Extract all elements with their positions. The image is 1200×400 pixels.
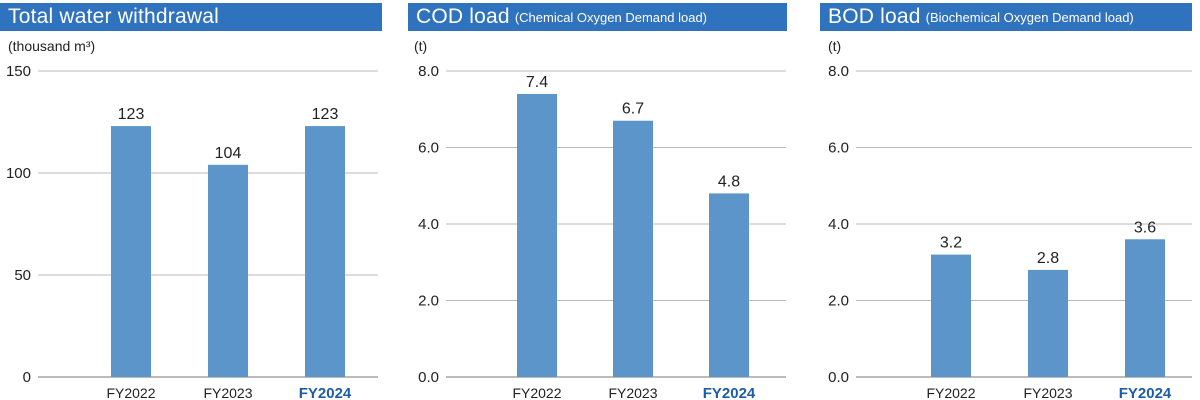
data-label: 3.2: [940, 235, 962, 252]
bar: [305, 126, 345, 377]
data-label: 3.6: [1134, 219, 1156, 236]
y-tick-label: 0.0: [418, 369, 439, 386]
y-tick-label: 6.0: [418, 140, 439, 157]
chart-water-withdrawal: Total water withdrawal (thousand m³) 0 50…: [0, 0, 382, 400]
chart-bod-load: BOD load (Biochemical Oxygen Demand load…: [820, 0, 1200, 400]
chart-title-banner: BOD load (Biochemical Oxygen Demand load…: [820, 3, 1192, 31]
y-tick-label: 2.0: [828, 293, 849, 310]
data-label: 6.7: [622, 101, 644, 118]
bar: [613, 120, 653, 377]
bar: [111, 126, 151, 377]
data-label: 104: [215, 145, 242, 162]
bar: [208, 164, 248, 377]
x-tick-label: FY2022: [512, 385, 561, 400]
x-tick-label: FY2022: [106, 385, 155, 400]
y-axis-unit: (t): [414, 38, 428, 54]
chart-title: BOD load: [828, 5, 921, 28]
bar-chart-plot: 0.0 2.0 4.0 6.0 8.0 3.2 FY2022 2.8 FY2023 3.6 FY20…: [828, 63, 1192, 400]
y-tick-label: 100: [6, 165, 31, 182]
x-tick-label: FY2024: [703, 385, 756, 400]
chart-subtitle: (Chemical Oxygen Demand load): [514, 9, 708, 25]
bar: [709, 193, 749, 377]
data-label: 2.8: [1037, 250, 1059, 267]
bar: [517, 93, 557, 377]
data-label: 7.4: [526, 74, 548, 91]
y-tick-label: 0: [23, 369, 31, 386]
y-tick-label: 4.0: [418, 216, 439, 233]
y-axis-unit: (t): [828, 38, 842, 54]
data-label: 4.8: [718, 173, 740, 190]
x-tick-label: FY2022: [926, 385, 975, 400]
chart-title: Total water withdrawal: [8, 5, 219, 28]
x-tick-label: FY2023: [1023, 385, 1072, 400]
x-tick-label: FY2023: [608, 385, 657, 400]
y-tick-label: 8.0: [418, 63, 439, 80]
chart-cod-load: COD load (Chemical Oxygen Demand load) (…: [408, 0, 790, 400]
bar-chart-plot: 0.0 2.0 4.0 6.0 8.0 7.4 FY2022 6.7 FY2023 4.8 FY20…: [418, 63, 786, 400]
data-label: 123: [118, 106, 145, 123]
y-tick-label: 0.0: [828, 369, 849, 386]
data-label: 123: [312, 106, 339, 123]
x-tick-label: FY2024: [1119, 385, 1172, 400]
x-tick-label: FY2024: [299, 385, 352, 400]
bar: [931, 254, 971, 377]
y-tick-label: 8.0: [828, 63, 849, 80]
chart-title-banner: COD load (Chemical Oxygen Demand load): [408, 3, 787, 31]
chart-subtitle: (Biochemical Oxygen Demand load): [925, 9, 1134, 25]
y-tick-label: 50: [14, 267, 31, 284]
y-tick-label: 4.0: [828, 216, 849, 233]
x-tick-label: FY2023: [203, 385, 252, 400]
bar: [1028, 269, 1068, 377]
bar-chart-plot: 0 50 100 150 123 FY2022 104 FY2023 123 FY2024: [6, 63, 378, 400]
bar: [1125, 239, 1165, 377]
y-axis-unit: (thousand m³): [8, 38, 96, 54]
y-tick-label: 150: [6, 63, 31, 80]
chart-title-banner: Total water withdrawal: [0, 3, 382, 31]
y-tick-label: 2.0: [418, 293, 439, 310]
chart-title: COD load: [416, 5, 510, 28]
y-tick-label: 6.0: [828, 140, 849, 157]
